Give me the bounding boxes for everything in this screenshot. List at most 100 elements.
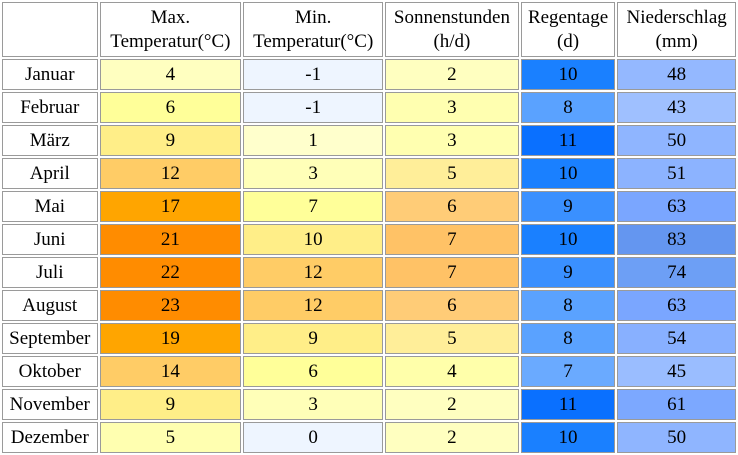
header-row: Max. Temperatur(°C) Min. Temperatur(°C) So… (2, 2, 736, 57)
month-label: November (2, 389, 98, 420)
table-row: April 12 3 5 10 51 (2, 158, 736, 189)
precipitation-cell: 63 (617, 191, 736, 222)
min-temperature-cell: 10 (243, 224, 384, 255)
table-row: Januar 4 -1 2 10 48 (2, 59, 736, 90)
sunshine-hours-cell: 2 (385, 59, 519, 90)
rain-days-cell: 7 (520, 356, 616, 387)
month-label: Februar (2, 92, 98, 123)
rain-days-cell: 8 (520, 290, 616, 321)
header-label-line1: Min. (294, 6, 332, 28)
max-temperature-cell: 21 (99, 224, 242, 255)
rain-days-cell: 10 (520, 422, 616, 453)
precipitation-cell: 51 (617, 158, 736, 189)
precipitation-cell: 43 (617, 92, 736, 123)
header-min-temperature: Min. Temperatur(°C) (243, 2, 384, 57)
header-label-line1: Niederschlag (626, 6, 727, 28)
rain-days-cell: 11 (520, 125, 616, 156)
precipitation-cell: 83 (617, 224, 736, 255)
precipitation-cell: 74 (617, 257, 736, 288)
sunshine-hours-cell: 5 (385, 323, 519, 354)
precipitation-cell: 50 (617, 125, 736, 156)
sunshine-hours-cell: 6 (385, 191, 519, 222)
rain-days-cell: 10 (520, 158, 616, 189)
month-label: März (2, 125, 98, 156)
precipitation-cell: 50 (617, 422, 736, 453)
month-label: Juli (2, 257, 98, 288)
rain-days-cell: 10 (520, 224, 616, 255)
sunshine-hours-cell: 6 (385, 290, 519, 321)
table-row: Mai 17 7 6 9 63 (2, 191, 736, 222)
max-temperature-cell: 17 (99, 191, 242, 222)
header-label-line2: (mm) (655, 30, 698, 52)
sunshine-hours-cell: 3 (385, 125, 519, 156)
table-row: Juni 21 10 7 10 83 (2, 224, 736, 255)
max-temperature-cell: 9 (99, 125, 242, 156)
rain-days-cell: 10 (520, 59, 616, 90)
min-temperature-cell: 3 (243, 389, 384, 420)
max-temperature-cell: 19 (99, 323, 242, 354)
month-label: Oktober (2, 356, 98, 387)
min-temperature-cell: -1 (243, 59, 384, 90)
min-temperature-cell: 7 (243, 191, 384, 222)
table-row: Oktober 14 6 4 7 45 (2, 356, 736, 387)
max-temperature-cell: 12 (99, 158, 242, 189)
month-label: April (2, 158, 98, 189)
header-corner-cell (2, 2, 98, 57)
sunshine-hours-cell: 2 (385, 389, 519, 420)
header-max-temperature: Max. Temperatur(°C) (99, 2, 242, 57)
min-temperature-cell: 12 (243, 257, 384, 288)
max-temperature-cell: 9 (99, 389, 242, 420)
table-row: Februar 6 -1 3 8 43 (2, 92, 736, 123)
header-rain-days: Regentage (d) (520, 2, 616, 57)
max-temperature-cell: 23 (99, 290, 242, 321)
min-temperature-cell: 1 (243, 125, 384, 156)
sunshine-hours-cell: 3 (385, 92, 519, 123)
max-temperature-cell: 4 (99, 59, 242, 90)
max-temperature-cell: 6 (99, 92, 242, 123)
precipitation-cell: 63 (617, 290, 736, 321)
month-label: Januar (2, 59, 98, 90)
table-row: August 23 12 6 8 63 (2, 290, 736, 321)
sunshine-hours-cell: 2 (385, 422, 519, 453)
rain-days-cell: 9 (520, 191, 616, 222)
month-label: September (2, 323, 98, 354)
sunshine-hours-cell: 4 (385, 356, 519, 387)
table-row: März 9 1 3 11 50 (2, 125, 736, 156)
header-label-line1: Max. (150, 6, 191, 28)
rain-days-cell: 9 (520, 257, 616, 288)
max-temperature-cell: 14 (99, 356, 242, 387)
header-label-line1: Sonnenstunden (393, 6, 510, 28)
precipitation-cell: 48 (617, 59, 736, 90)
min-temperature-cell: 6 (243, 356, 384, 387)
month-label: Mai (2, 191, 98, 222)
max-temperature-cell: 5 (99, 422, 242, 453)
header-label-line1: Regentage (527, 6, 609, 28)
min-temperature-cell: 3 (243, 158, 384, 189)
header-label-line2: (d) (556, 30, 580, 52)
rain-days-cell: 8 (520, 92, 616, 123)
sunshine-hours-cell: 7 (385, 224, 519, 255)
max-temperature-cell: 22 (99, 257, 242, 288)
header-label-line2: Temperatur(°C) (253, 30, 374, 52)
table-row: November 9 3 2 11 61 (2, 389, 736, 420)
min-temperature-cell: 12 (243, 290, 384, 321)
min-temperature-cell: 0 (243, 422, 384, 453)
precipitation-cell: 54 (617, 323, 736, 354)
table-row: Juli 22 12 7 9 74 (2, 257, 736, 288)
month-label: August (2, 290, 98, 321)
sunshine-hours-cell: 5 (385, 158, 519, 189)
header-sunshine-hours: Sonnenstunden (h/d) (385, 2, 519, 57)
min-temperature-cell: 9 (243, 323, 384, 354)
sunshine-hours-cell: 7 (385, 257, 519, 288)
header-label-line2: Temperatur(°C) (110, 30, 231, 52)
month-label: Juni (2, 224, 98, 255)
rain-days-cell: 8 (520, 323, 616, 354)
min-temperature-cell: -1 (243, 92, 384, 123)
rain-days-cell: 11 (520, 389, 616, 420)
header-precipitation: Niederschlag (mm) (617, 2, 736, 57)
month-label: Dezember (2, 422, 98, 453)
precipitation-cell: 45 (617, 356, 736, 387)
table-body: Januar 4 -1 2 10 48 Februar 6 -1 3 8 43 März 9 1 3 11 50 A… (2, 59, 736, 453)
header-label-line2: (h/d) (433, 30, 471, 52)
